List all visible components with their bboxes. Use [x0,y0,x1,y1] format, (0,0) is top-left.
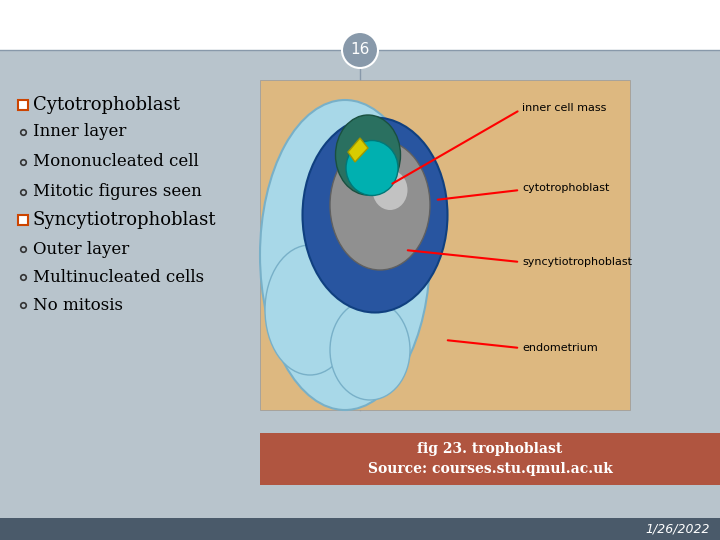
FancyBboxPatch shape [0,518,720,540]
Polygon shape [348,138,368,162]
Text: 16: 16 [351,43,369,57]
Text: cytotrophoblast: cytotrophoblast [522,183,609,193]
FancyBboxPatch shape [18,215,28,225]
Ellipse shape [260,100,430,410]
Ellipse shape [346,140,398,195]
Text: Multinucleated cells: Multinucleated cells [33,268,204,286]
Text: syncytiotrophoblast: syncytiotrophoblast [522,257,632,267]
FancyBboxPatch shape [0,50,720,518]
Ellipse shape [372,170,408,210]
FancyBboxPatch shape [0,0,720,50]
Text: No mitosis: No mitosis [33,296,123,314]
Circle shape [342,32,378,68]
Ellipse shape [302,118,448,313]
Text: Inner layer: Inner layer [33,124,127,140]
Text: endometrium: endometrium [522,343,598,353]
Ellipse shape [330,300,410,400]
Text: Cytotrophoblast: Cytotrophoblast [33,96,180,114]
Text: Outer layer: Outer layer [33,240,130,258]
FancyBboxPatch shape [18,100,28,110]
Text: 1/26/2022: 1/26/2022 [646,523,710,536]
Text: fig 23. trophoblast
Source: courses.stu.qmul.ac.uk: fig 23. trophoblast Source: courses.stu.… [368,442,613,476]
Text: Syncytiotrophoblast: Syncytiotrophoblast [33,211,217,229]
Ellipse shape [330,140,430,270]
Ellipse shape [336,115,400,195]
Text: inner cell mass: inner cell mass [522,103,606,113]
Text: Mitotic figures seen: Mitotic figures seen [33,184,202,200]
FancyBboxPatch shape [260,80,630,410]
FancyBboxPatch shape [260,433,720,485]
Ellipse shape [265,245,355,375]
Text: Mononucleated cell: Mononucleated cell [33,153,199,171]
